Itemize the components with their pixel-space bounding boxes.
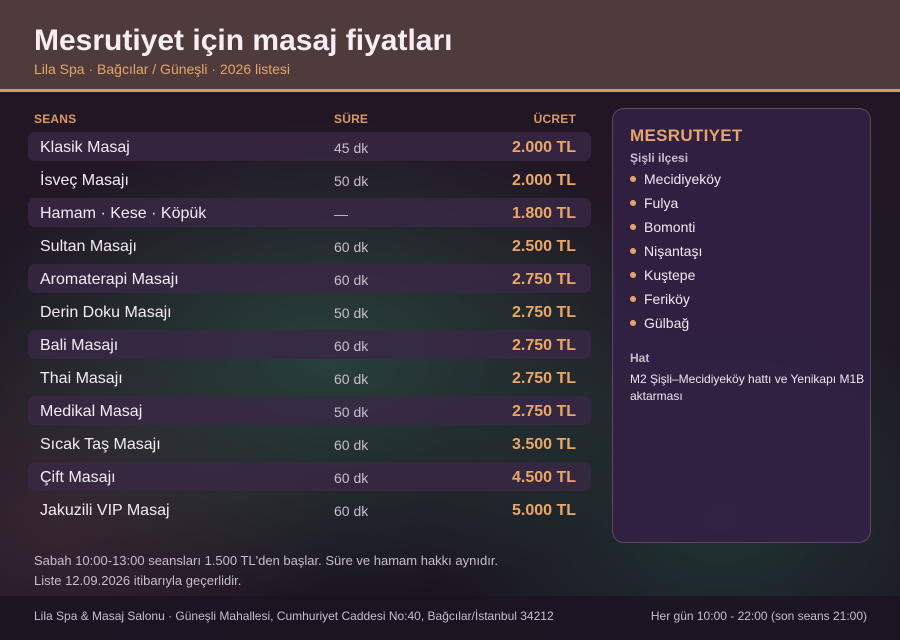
bullet-icon <box>630 296 636 302</box>
session-name: Medikal Masaj <box>40 403 143 420</box>
session-name: Bali Masajı <box>40 337 119 354</box>
bullet-icon <box>630 272 636 278</box>
session-duration: 60 dk <box>334 371 369 387</box>
table-row: Medikal Masaj 50 dk 2.750 TL <box>28 396 591 425</box>
validity-note: Liste 12.09.2026 itibarıyla geçerlidir. <box>34 573 242 588</box>
page-title: Mesrutiyet için masaj fiyatları <box>34 24 453 57</box>
session-duration: 60 dk <box>334 272 369 288</box>
district-panel: MESRUTIYET Şişli ilçesi Mecidiyeköy Fulya… <box>612 108 871 543</box>
district-panel-title: MESRUTIYET <box>630 126 743 145</box>
session-duration: 50 dk <box>334 305 369 321</box>
table-row: İsveç Masajı 50 dk 2.000 TL <box>28 165 591 194</box>
footer-address: Lila Spa & Masaj Salonu · Güneşli Mahall… <box>34 609 554 623</box>
session-duration: 45 dk <box>334 140 369 156</box>
session-price: 4.500 TL <box>511 469 576 486</box>
bullet-icon <box>630 248 636 254</box>
session-name: Sıcak Taş Masajı <box>40 436 161 453</box>
session-duration: 60 dk <box>334 503 369 519</box>
session-price: 2.750 TL <box>511 403 576 420</box>
table-row: Sultan Masajı 60 dk 2.500 TL <box>28 231 591 260</box>
district-item: Mecidiyeköy <box>630 170 860 190</box>
session-duration: 60 dk <box>334 239 369 255</box>
session-duration: — <box>334 206 348 222</box>
session-name: Thai Masajı <box>40 370 123 387</box>
page-subtitle: Lila Spa · Bağcılar / Güneşli · 2026 lis… <box>34 61 291 77</box>
session-duration: 60 dk <box>334 338 369 354</box>
district-item: Feriköy <box>630 290 860 310</box>
district-item: Nişantaşı <box>630 242 860 262</box>
session-name: Klasik Masaj <box>40 139 130 156</box>
session-name: Derin Doku Masajı <box>40 304 172 321</box>
session-price: 3.500 TL <box>511 436 576 453</box>
table-row: Çift Masajı 60 dk 4.500 TL <box>28 462 591 491</box>
column-header-session: SEANS <box>34 112 77 126</box>
table-row: Derin Doku Masajı 50 dk 2.750 TL <box>28 297 591 326</box>
bullet-icon <box>630 224 636 230</box>
district-name: Bomonti <box>644 219 696 235</box>
bullet-icon <box>630 176 636 182</box>
district-panel-subtitle: Şişli ilçesi <box>630 151 689 165</box>
session-name: Çift Masajı <box>40 469 116 486</box>
column-header-duration: SÜRE <box>334 112 369 126</box>
district-item: Gülbağ <box>630 314 860 334</box>
session-price: 2.750 TL <box>511 271 576 288</box>
footer-hours: Her gün 10:00 - 22:00 (son seans 21:00) <box>650 609 867 623</box>
session-price: 2.000 TL <box>511 172 576 189</box>
district-item: Bomonti <box>630 218 860 238</box>
transit-label: Hat <box>630 351 650 365</box>
column-header-price: ÜCRET <box>533 112 576 126</box>
page-header: Mesrutiyet için masaj fiyatları Lila Spa… <box>0 0 900 89</box>
table-row: Aromaterapi Masajı 60 dk 2.750 TL <box>28 264 591 293</box>
session-name: Sultan Masajı <box>40 238 137 255</box>
table-row: Sıcak Taş Masajı 60 dk 3.500 TL <box>28 429 591 458</box>
session-duration: 50 dk <box>334 173 369 189</box>
session-name: İsveç Masajı <box>40 172 129 189</box>
session-name: Hamam · Kese · Köpük <box>40 205 207 222</box>
session-name: Jakuzili VIP Masaj <box>40 502 170 519</box>
table-row: Thai Masajı 60 dk 2.750 TL <box>28 363 591 392</box>
table-row: Bali Masajı 60 dk 2.750 TL <box>28 330 591 359</box>
district-name: Nişantaşı <box>644 243 703 259</box>
district-name: Feriköy <box>644 291 690 307</box>
session-duration: 60 dk <box>334 470 369 486</box>
bullet-icon <box>630 200 636 206</box>
table-row: Hamam · Kese · Köpük — 1.800 TL <box>28 198 591 227</box>
district-name: Gülbağ <box>644 315 690 331</box>
district-item: Fulya <box>630 194 860 214</box>
district-item: Kuştepe <box>630 266 860 286</box>
morning-note: Sabah 10:00-13:00 seansları 1.500 TL'den… <box>34 553 499 568</box>
district-name: Mecidiyeköy <box>644 171 722 187</box>
session-price: 2.000 TL <box>511 139 576 156</box>
session-price: 2.500 TL <box>511 238 576 255</box>
page-footer: Lila Spa & Masaj Salonu · Güneşli Mahall… <box>0 596 900 640</box>
session-price: 2.750 TL <box>511 304 576 321</box>
price-table: Klasik Masaj 45 dk 2.000 TL İsveç Masajı 50 … <box>28 132 591 528</box>
district-name: Kuştepe <box>644 267 696 283</box>
session-price: 5.000 TL <box>511 502 576 519</box>
session-price: 1.800 TL <box>511 205 576 222</box>
session-name: Aromaterapi Masajı <box>40 271 179 288</box>
table-row: Jakuzili VIP Masaj 60 dk 5.000 TL <box>28 495 591 524</box>
district-name: Fulya <box>644 195 679 211</box>
session-price: 2.750 TL <box>511 337 576 354</box>
table-row: Klasik Masaj 45 dk 2.000 TL <box>28 132 591 161</box>
session-duration: 50 dk <box>334 404 369 420</box>
session-price: 2.750 TL <box>511 370 576 387</box>
header-divider <box>0 89 900 92</box>
session-duration: 60 dk <box>334 437 369 453</box>
transit-text: M2 Şişli–Mecidiyeköy hattı ve Yenikapı M… <box>630 372 865 403</box>
bullet-icon <box>630 320 636 326</box>
